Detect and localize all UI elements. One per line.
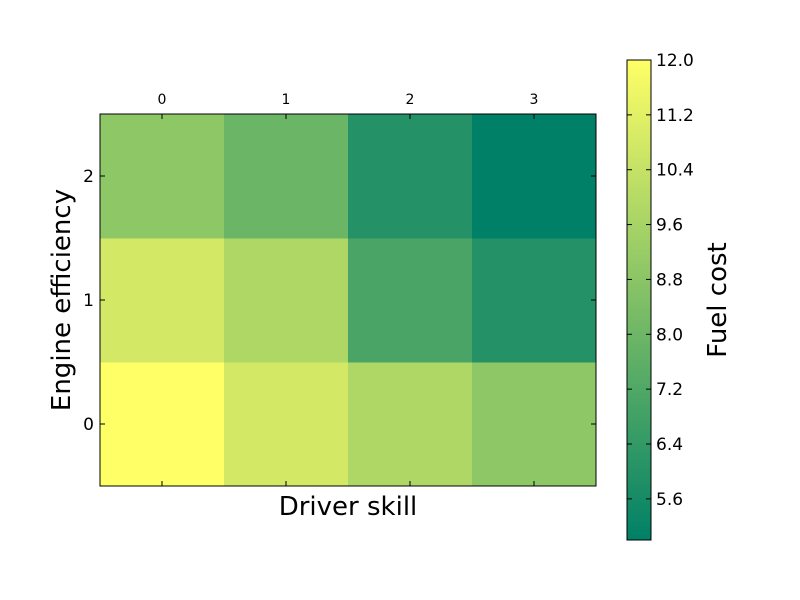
y-tick-label: 0 xyxy=(83,415,94,435)
y-ticks: 0 1 2 xyxy=(83,167,596,435)
colorbar-tick-label: 12.0 xyxy=(656,51,694,71)
x-tick-label: 1 xyxy=(282,92,291,108)
colorbar-tick-label: 7.2 xyxy=(656,380,683,400)
heatmap-cell-r0-c3 xyxy=(472,362,597,487)
colorbar-tick-label: 9.6 xyxy=(656,216,683,236)
colorbar-tick-label: 8.8 xyxy=(656,270,683,290)
y-axis-label: Engine efficiency xyxy=(47,189,77,411)
heatmap-cell-r1-c3 xyxy=(472,238,597,363)
x-tick-label: 3 xyxy=(530,92,539,108)
colorbar-tick-label: 11.2 xyxy=(656,106,694,126)
y-tick-label: 1 xyxy=(83,291,94,311)
colorbar-ticks: 5.6 6.4 7.2 8.0 8.8 9.6 10.4 11.2 12.0 xyxy=(627,51,694,510)
heatmap-cell-r1-c0 xyxy=(100,238,225,363)
heatmap-cell-r2-c1 xyxy=(224,114,349,239)
x-axis-label: Driver skill xyxy=(279,492,418,522)
heatmap-cell-r1-c2 xyxy=(348,238,473,363)
heatmap-cell-r2-c3 xyxy=(472,114,597,239)
x-tick-label: 2 xyxy=(406,92,415,108)
colorbar-tick-label: 10.4 xyxy=(656,161,694,181)
heatmap-cells xyxy=(100,114,597,487)
heatmap-cell-r0-c0 xyxy=(100,362,225,487)
heatmap-cell-r2-c0 xyxy=(100,114,225,239)
colorbar xyxy=(626,59,652,541)
heatmap-cell-r0-c1 xyxy=(224,362,349,487)
heatmap-cell-r2-c2 xyxy=(348,114,473,239)
x-tick-label: 0 xyxy=(158,92,167,108)
x-ticks: 0 1 2 3 xyxy=(158,92,539,486)
heatmap-cell-r1-c1 xyxy=(224,238,349,363)
colorbar-tick-label: 5.6 xyxy=(656,490,683,510)
y-tick-label: 2 xyxy=(83,167,94,187)
colorbar-label: Fuel cost xyxy=(703,242,733,357)
colorbar-tick-label: 8.0 xyxy=(656,325,683,345)
heatmap-cell-r0-c2 xyxy=(348,362,473,487)
colorbar-tick-label: 6.4 xyxy=(656,435,683,455)
